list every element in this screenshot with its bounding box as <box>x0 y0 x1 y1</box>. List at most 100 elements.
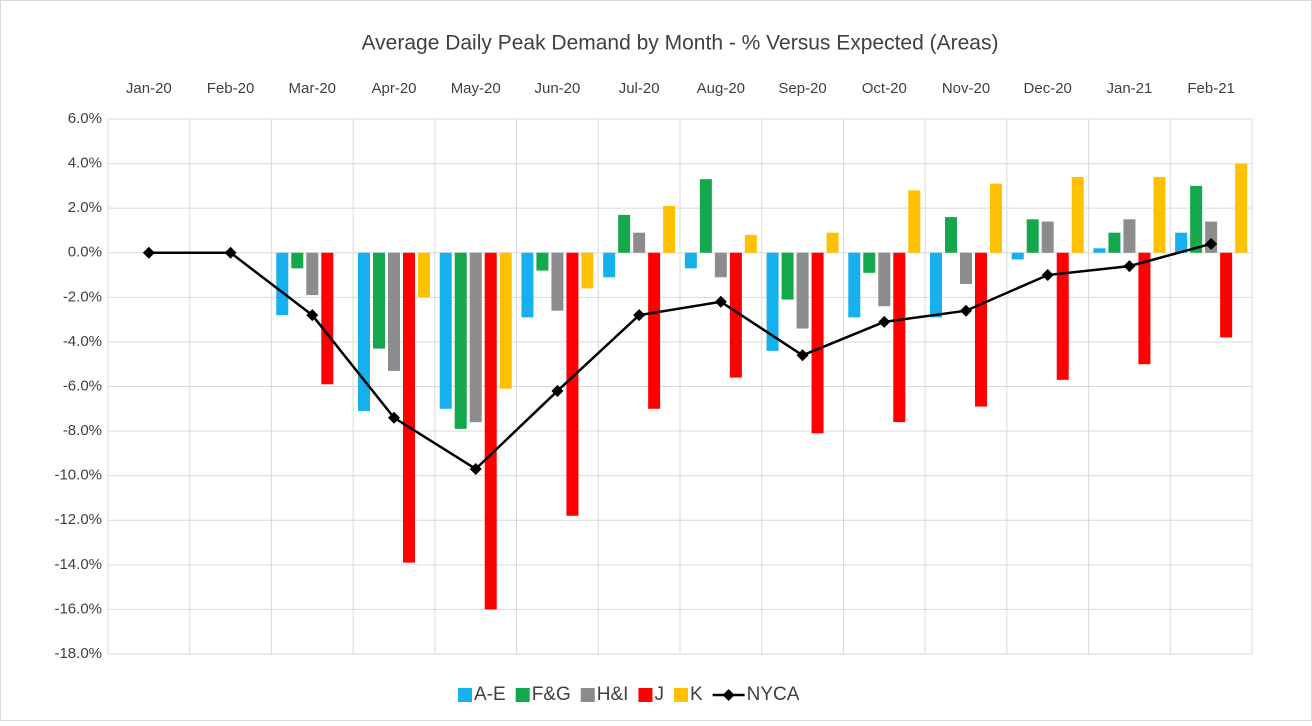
bar <box>848 252 861 318</box>
legend-swatch <box>673 688 688 702</box>
bar <box>454 252 467 429</box>
bar <box>373 252 385 349</box>
bar <box>714 252 727 278</box>
bar <box>684 252 697 269</box>
bar <box>439 252 452 409</box>
bar <box>893 252 906 423</box>
x-tick-label: Nov-20 <box>942 80 990 97</box>
x-tick-label: Jun-20 <box>534 80 580 97</box>
bar <box>633 232 646 253</box>
bar <box>1071 176 1084 253</box>
x-tick-label: Jul-20 <box>619 80 660 97</box>
y-tick-label: -8.0% <box>63 422 102 439</box>
legend-swatch <box>580 688 595 702</box>
y-tick-label: -12.0% <box>54 511 102 528</box>
marker <box>388 411 400 424</box>
bar <box>499 252 512 389</box>
bar <box>796 252 809 329</box>
bar <box>863 252 876 273</box>
marker <box>306 309 319 322</box>
bar <box>766 252 779 351</box>
line <box>148 242 1212 471</box>
bar <box>945 217 957 253</box>
x-tick-label: Jan-21 <box>1106 80 1152 97</box>
x-tick-label: Oct-20 <box>862 80 907 97</box>
legend-swatch <box>638 688 653 702</box>
bar <box>1108 232 1121 253</box>
y-tick-label: 0.0% <box>68 244 102 261</box>
bar <box>826 232 839 253</box>
bar <box>1138 252 1151 365</box>
marker <box>878 315 891 328</box>
bar <box>276 252 289 316</box>
marker <box>551 384 564 397</box>
legend-label: NYCA <box>747 684 800 705</box>
bar <box>975 252 987 407</box>
bar <box>521 252 534 318</box>
bar <box>1153 176 1166 253</box>
x-tick-label: Aug-20 <box>697 80 745 97</box>
bar <box>306 252 319 296</box>
bar <box>1093 248 1106 253</box>
y-tick-label: -10.0% <box>54 467 102 484</box>
y-tick-label: -2.0% <box>63 288 102 305</box>
bar <box>321 252 334 385</box>
bar <box>1190 185 1203 253</box>
legend-label: H&I <box>597 684 629 705</box>
bar <box>1056 252 1069 380</box>
marker <box>224 246 237 259</box>
y-tick-label: 2.0% <box>68 199 102 216</box>
bar <box>1235 163 1248 253</box>
marker <box>1205 237 1218 250</box>
bar <box>536 252 549 271</box>
bar <box>1041 221 1054 253</box>
bar <box>388 252 400 371</box>
legend-marker <box>722 689 735 701</box>
bar <box>403 252 415 563</box>
x-tick-label: Feb-21 <box>1187 80 1235 97</box>
bar <box>1026 219 1039 253</box>
y-tick-label: 6.0% <box>68 110 102 127</box>
marker <box>1041 269 1054 282</box>
bar <box>469 252 482 423</box>
x-tick-label: Feb-20 <box>207 80 255 97</box>
bar <box>551 252 564 311</box>
marker <box>142 246 155 259</box>
x-tick-label: Jan-20 <box>126 80 172 97</box>
bar <box>781 252 794 300</box>
bar <box>603 252 616 278</box>
marker <box>960 304 972 317</box>
x-tick-label: Apr-20 <box>371 80 416 97</box>
bar <box>581 252 594 289</box>
legend-label: J <box>654 684 664 705</box>
legend-label: A-E <box>474 684 506 705</box>
marker <box>796 349 809 362</box>
bar <box>1220 252 1233 338</box>
marker <box>714 295 727 308</box>
bar <box>358 252 370 412</box>
bar <box>878 252 891 307</box>
y-tick-label: -18.0% <box>54 645 102 662</box>
legend-label: K <box>690 684 703 705</box>
marker <box>633 309 646 322</box>
x-tick-label: Sep-20 <box>778 80 826 97</box>
bar <box>418 252 430 298</box>
marker <box>469 462 482 475</box>
bar <box>990 183 1002 253</box>
bar <box>618 214 631 253</box>
bar <box>930 252 942 318</box>
bar <box>1123 219 1136 253</box>
x-tick-label: Dec-20 <box>1024 80 1072 97</box>
y-tick-label: -4.0% <box>63 333 102 350</box>
bar <box>1011 252 1024 260</box>
bar <box>960 252 972 284</box>
marker <box>1123 260 1136 273</box>
bar <box>484 252 497 610</box>
bar <box>1175 232 1188 253</box>
bar <box>291 252 304 269</box>
y-tick-label: -6.0% <box>63 377 102 394</box>
bar <box>699 179 712 253</box>
y-tick-label: 4.0% <box>68 155 102 172</box>
bar <box>908 190 921 253</box>
x-tick-label: May-20 <box>451 80 501 97</box>
